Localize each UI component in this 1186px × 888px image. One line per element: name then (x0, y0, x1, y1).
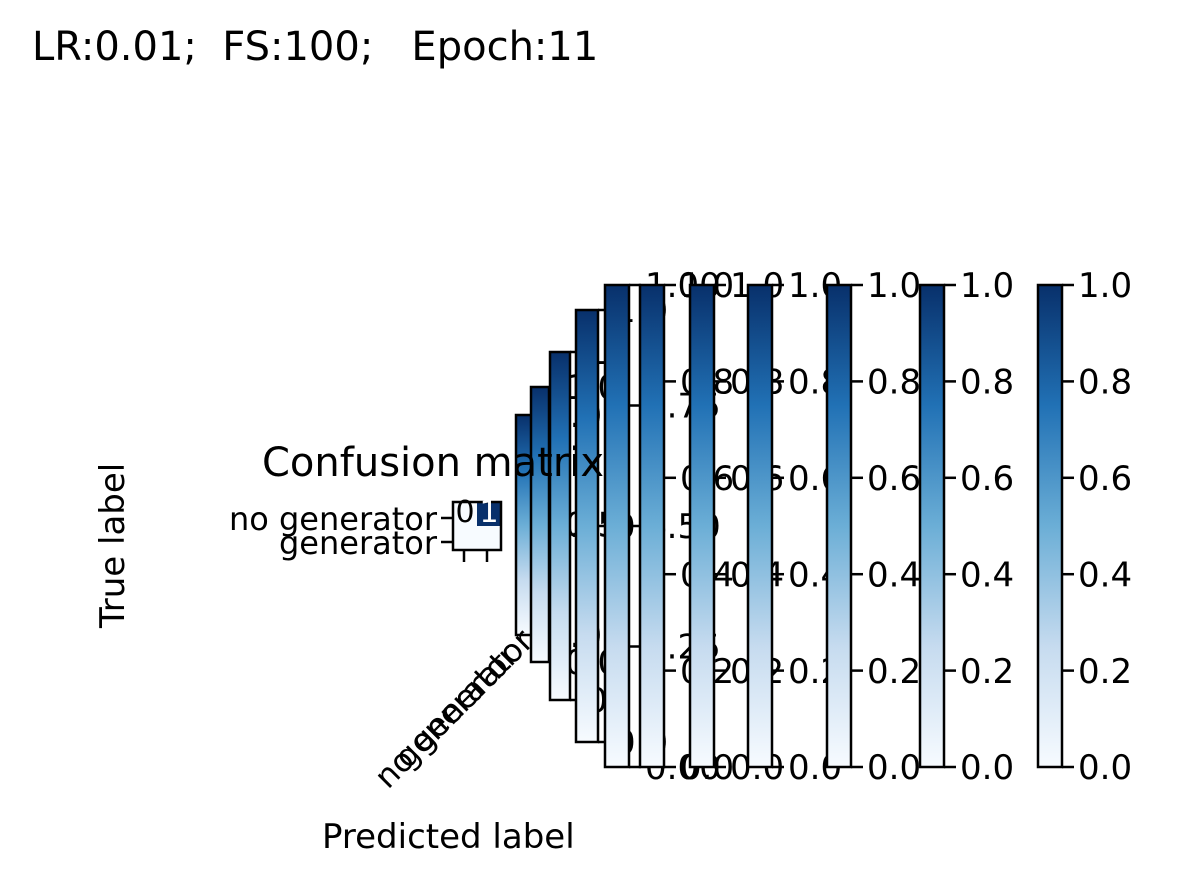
colorbar-tick-label: 0.0 (960, 748, 1014, 788)
figure-suptitle: LR:0.01; FS:100; Epoch:11 (32, 24, 599, 70)
colorbar-gradient (746, 283, 774, 769)
colorbar-tick-label: 0.4 (867, 555, 921, 595)
colorbar-tick-label: 0.8 (1078, 363, 1132, 403)
matrix-cell (453, 526, 477, 550)
matrix-title: Confusion matrix (262, 440, 604, 486)
colorbar-tick-label: 0.2 (867, 652, 921, 692)
colorbar-gradient (548, 350, 572, 702)
colorbar-tick-label: 1.0 (867, 266, 921, 306)
matrix-cell-value: 0 (455, 495, 474, 530)
colorbar-gradient (603, 283, 631, 769)
matrix-cell (477, 526, 501, 550)
x-axis-label: Predicted label (322, 817, 575, 857)
colorbar-tick-label: 0.8 (867, 363, 921, 403)
x-tick-label: generator (387, 636, 526, 775)
colorbar-gradient (918, 283, 946, 769)
matrix-frame (451, 500, 503, 552)
colorbar-tick-label: 0.2 (1078, 652, 1132, 692)
colorbar-gradient (529, 385, 551, 664)
colorbar-tick-label: 1.0 (1078, 266, 1132, 306)
matrix-cell (453, 502, 477, 526)
matrix-cell (477, 502, 501, 526)
matrix-cell-value: 1 (479, 495, 498, 530)
y-tick-label: no generator (229, 500, 438, 538)
colorbar-tick-label: 0.4 (960, 555, 1014, 595)
colorbar-tick-label: 0.0 (1078, 748, 1132, 788)
colorbar-gradient (825, 283, 853, 769)
colorbar-gradient (638, 283, 666, 769)
colorbar-gradient (1036, 283, 1064, 769)
colorbar-stack: 0.00.51.00.00.51.0010.00.51.00.000.250.5… (514, 266, 1132, 788)
colorbar-tick-label: 1.0 (960, 266, 1014, 306)
colorbar-tick-label: 0.8 (960, 363, 1014, 403)
colorbar-tick-label: 0.6 (867, 459, 921, 499)
colorbar: 0.0 0.2 0.4 0.6 0.8 1.0 (918, 266, 1014, 788)
colorbar-gradient (574, 308, 600, 744)
colorbar: 0.0 0.2 0.4 0.6 0.8 1.0 (825, 266, 921, 788)
colorbar-gradient (688, 283, 716, 769)
colorbar-tick-label: 0.6 (1078, 459, 1132, 499)
y-tick-label: generator (279, 524, 438, 562)
colorbar: 0.0 0.2 0.4 0.6 0.8 1.0 (1036, 266, 1132, 788)
colorbar-tick-label: 0.6 (960, 459, 1014, 499)
colorbar-tick-label: 0.4 (1078, 555, 1132, 595)
colorbar-tick-label: 0.2 (960, 652, 1014, 692)
colorbar-tick-label: 0.0 (867, 748, 921, 788)
y-axis-label: True label (93, 463, 133, 629)
